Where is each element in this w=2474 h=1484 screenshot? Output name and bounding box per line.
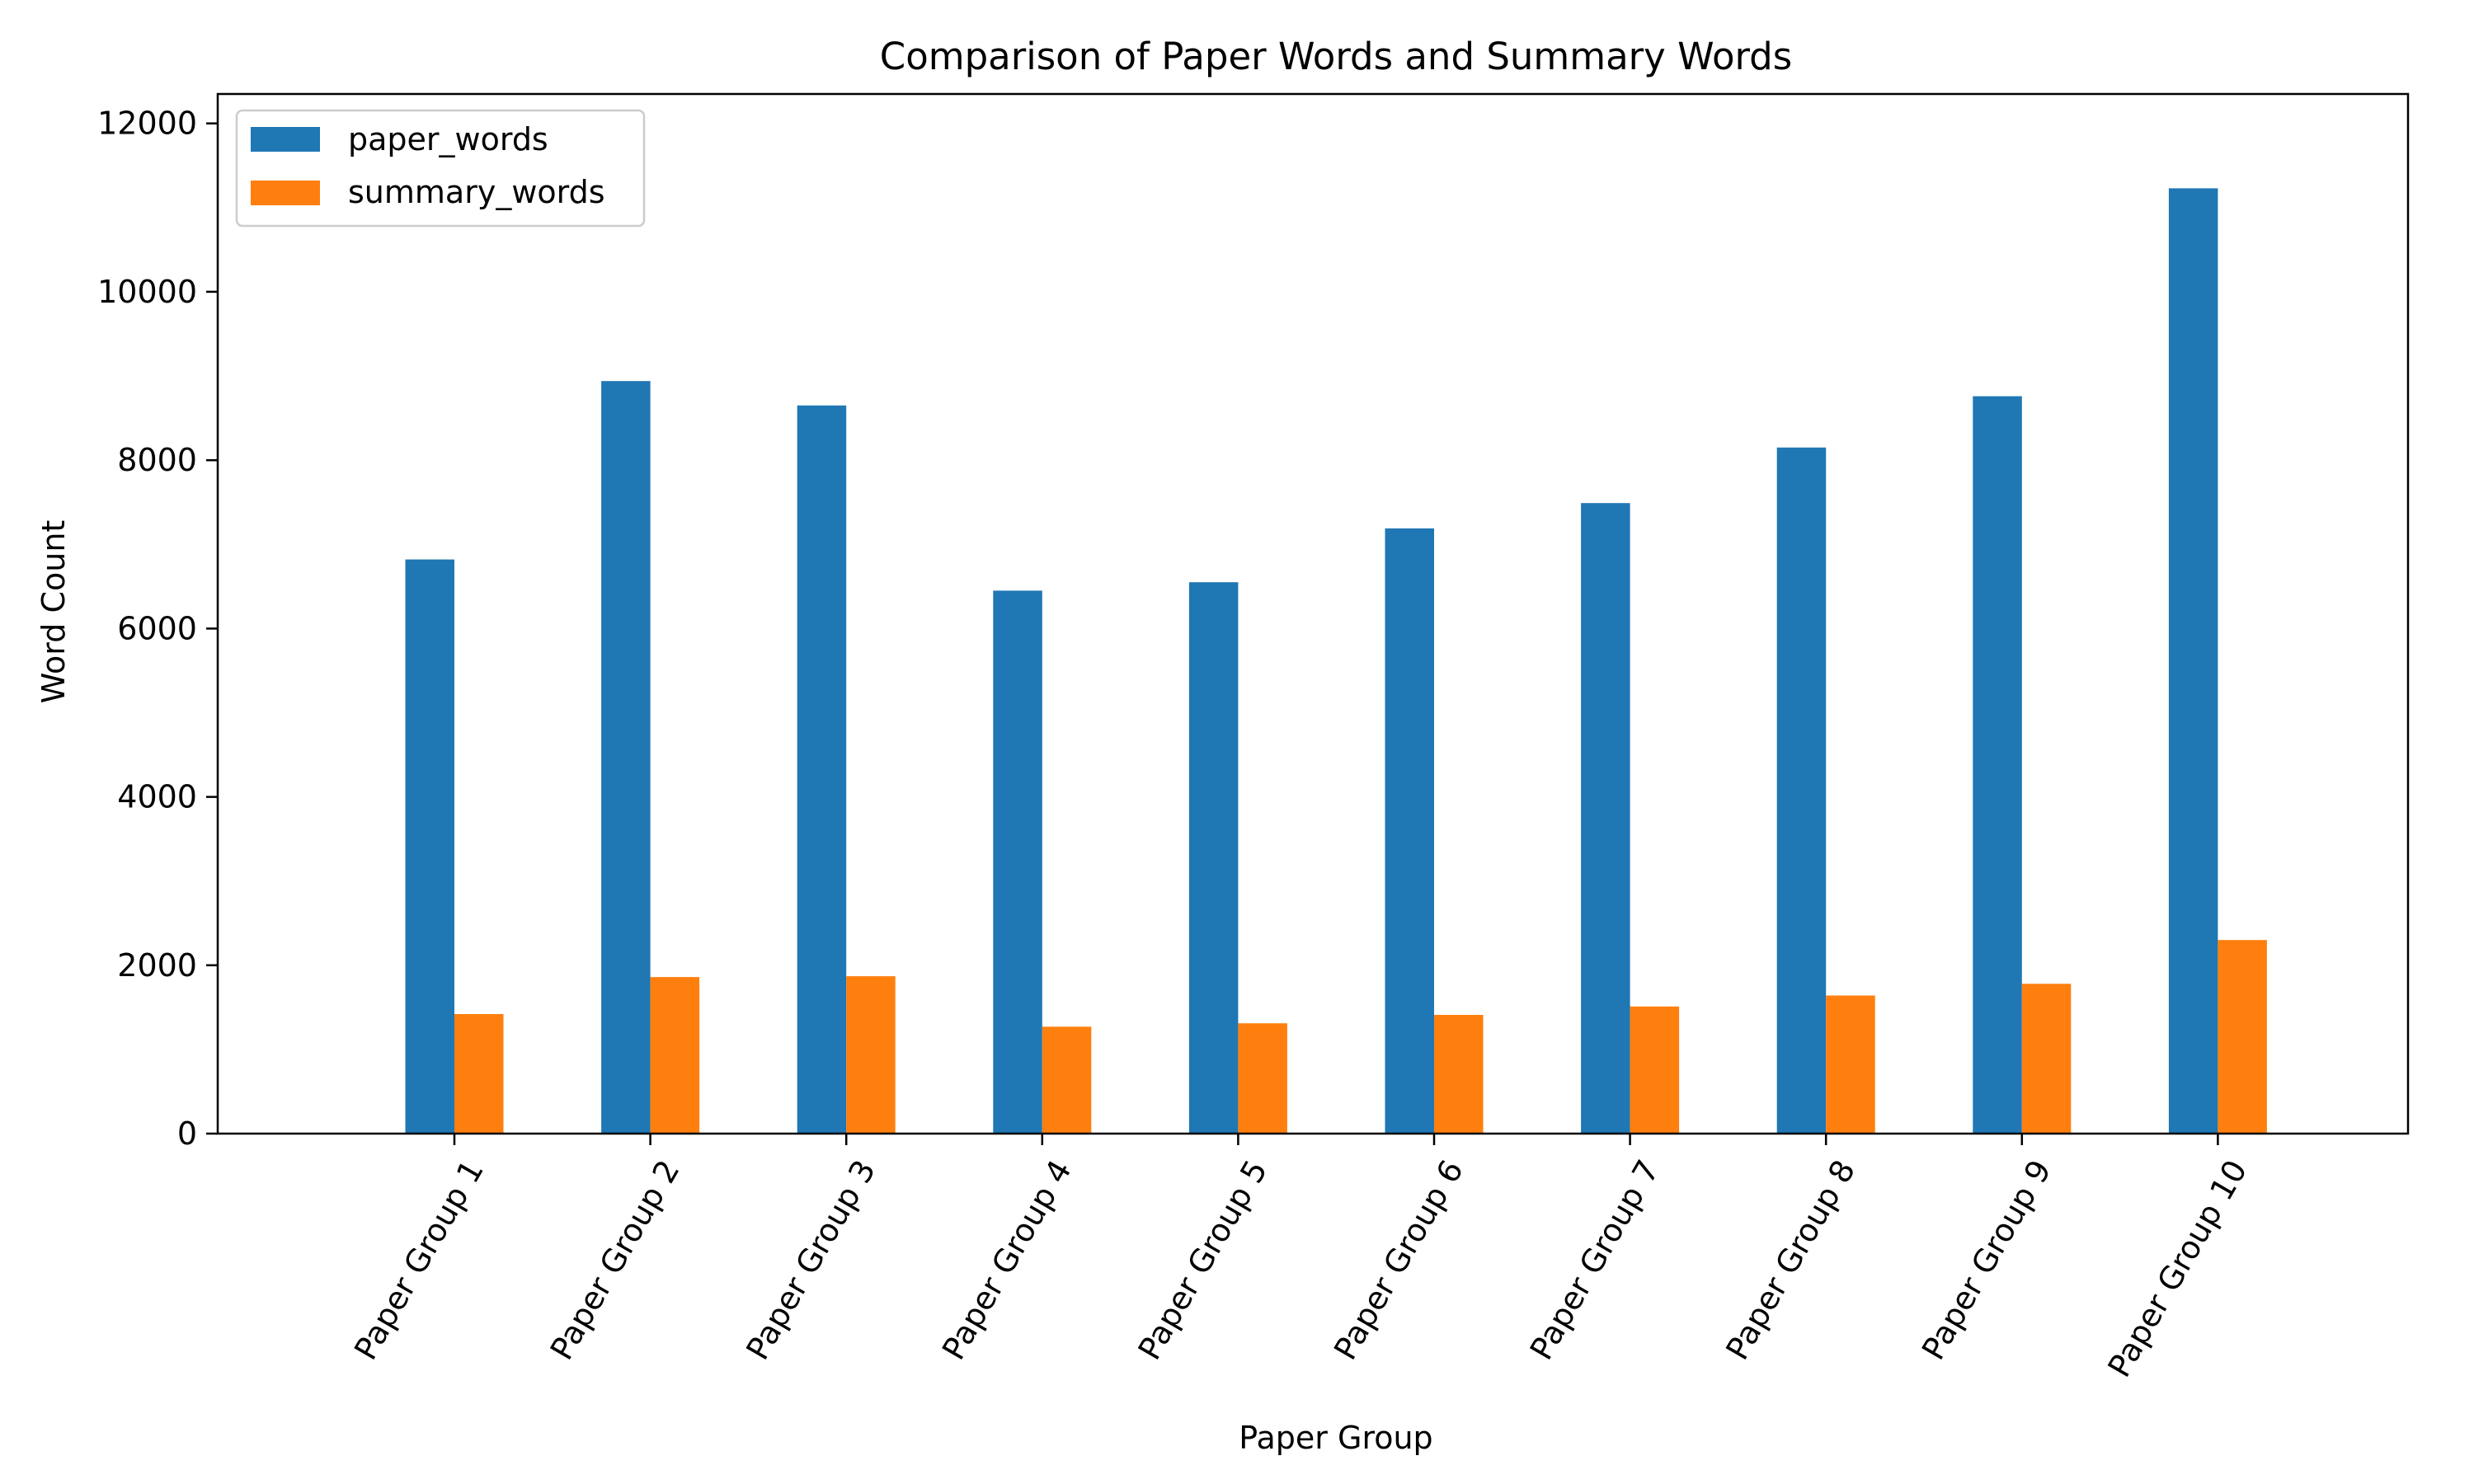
bar-paper-words-paper-group-10: [2168, 188, 2218, 1134]
bar-paper-words-paper-group-5: [1188, 582, 1239, 1134]
bar-paper-words-paper-group-2: [601, 381, 651, 1134]
bar-summary-words-paper-group-2: [650, 977, 700, 1134]
x-axis-label: Paper Group: [1239, 1420, 1432, 1456]
bar-summary-words-paper-group-6: [1434, 1015, 1484, 1134]
legend-label-paper-words: paper_words: [348, 121, 548, 157]
y-axis-ticks: 0 2000 4000 6000 8000 10000 12000: [97, 106, 218, 1152]
bar-paper-words-paper-group-3: [797, 405, 847, 1134]
bar-summary-words-paper-group-10: [2218, 940, 2267, 1134]
plot-frame: [216, 92, 2410, 1135]
y-tick-label-4000: 4000: [117, 779, 197, 815]
bars-layer: [405, 188, 2267, 1134]
y-tick-label-10000: 10000: [97, 274, 197, 310]
bar-summary-words-paper-group-1: [454, 1014, 504, 1134]
legend-label-summary-words: summary_words: [348, 174, 605, 210]
bar-paper-words-paper-group-1: [405, 559, 454, 1134]
legend-swatch-paper-words: [251, 127, 320, 152]
y-tick-label-8000: 8000: [117, 442, 197, 478]
bar-paper-words-paper-group-9: [1973, 396, 2022, 1134]
bar-paper-words-paper-group-6: [1385, 528, 1434, 1134]
chart-title: Comparison of Paper Words and Summary Wo…: [880, 35, 1792, 78]
bar-summary-words-paper-group-9: [2021, 984, 2072, 1134]
bar-paper-words-paper-group-7: [1581, 503, 1630, 1134]
bar-summary-words-paper-group-4: [1042, 1026, 1092, 1134]
y-tick-label-0: 0: [177, 1115, 197, 1152]
legend: paper_words summary_words: [235, 109, 646, 228]
legend-swatch-summary-words: [251, 181, 320, 205]
bar-paper-words-paper-group-4: [993, 590, 1042, 1134]
legend-box: [235, 109, 646, 228]
bar-paper-words-paper-group-8: [1776, 447, 1827, 1134]
bar-summary-words-paper-group-3: [846, 976, 896, 1134]
y-tick-label-2000: 2000: [117, 947, 197, 984]
bar-summary-words-paper-group-5: [1238, 1023, 1287, 1134]
bar-summary-words-paper-group-8: [1826, 995, 1875, 1134]
y-axis-label: Word Count: [35, 520, 72, 704]
y-tick-label-12000: 12000: [97, 106, 197, 142]
y-tick-label-6000: 6000: [117, 610, 197, 646]
bar-summary-words-paper-group-7: [1630, 1006, 1680, 1134]
